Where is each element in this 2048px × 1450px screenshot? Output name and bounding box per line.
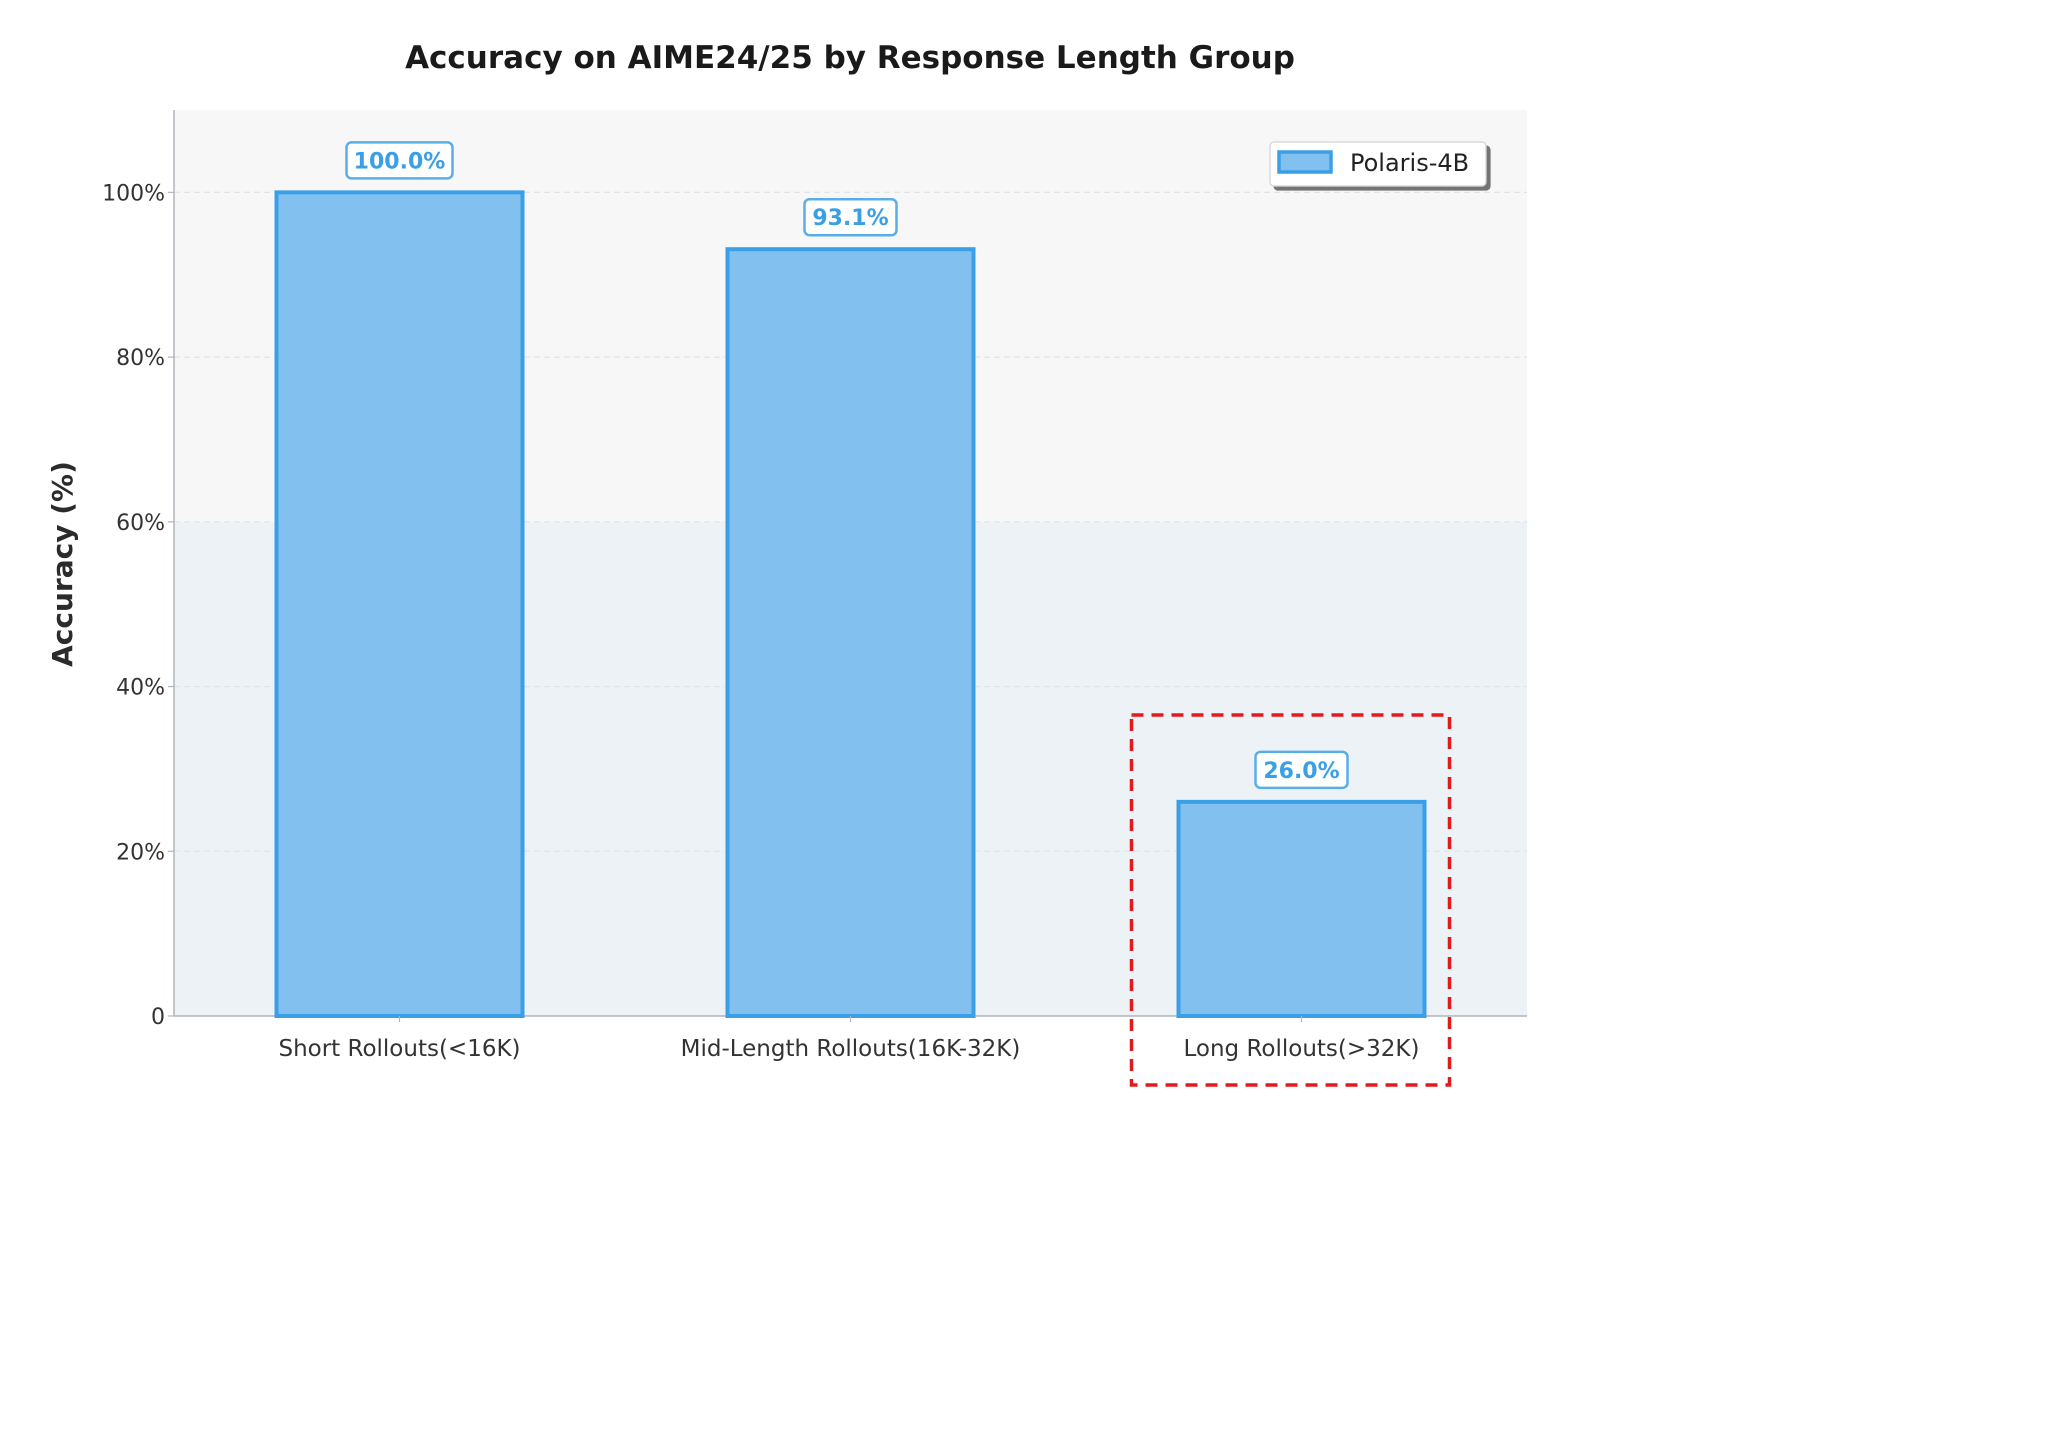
legend-swatch <box>1277 150 1333 174</box>
legend-label: Polaris-4B <box>1350 149 1469 177</box>
bar <box>274 190 525 1018</box>
data-label: 26.0% <box>1263 759 1339 784</box>
y-tick-label: 100% <box>102 181 165 206</box>
legend: Polaris-4B <box>1269 141 1487 187</box>
highlight-box <box>1129 713 1452 1087</box>
chart-title: Accuracy on AIME24/25 by Response Length… <box>405 40 1295 76</box>
data-label-box <box>1254 750 1349 790</box>
y-tick-label: 60% <box>116 511 165 536</box>
y-tick-label: 0 <box>151 1005 165 1030</box>
y-tick-label: 40% <box>116 676 165 701</box>
x-tick-label: Long Rollouts(>32K) <box>1184 1036 1420 1062</box>
data-label-box <box>345 141 454 180</box>
y-axis-label: Accuracy (%) <box>46 461 79 667</box>
x-tick-label: Mid-Length Rollouts(16K-32K) <box>681 1036 1021 1062</box>
bar <box>725 247 976 1019</box>
data-label: 100.0% <box>354 149 446 174</box>
y-tick-label: 20% <box>116 840 165 865</box>
data-label: 93.1% <box>812 206 888 231</box>
y-tick-label: 80% <box>116 346 165 371</box>
x-tick-label: Short Rollouts(<16K) <box>278 1036 520 1062</box>
chart-container: Accuracy on AIME24/25 by Response Length… <box>46 40 1527 1087</box>
data-label-box <box>803 197 898 237</box>
bar <box>1176 799 1427 1019</box>
bar-chart: Accuracy on AIME24/25 by Response Length… <box>46 40 1527 1087</box>
